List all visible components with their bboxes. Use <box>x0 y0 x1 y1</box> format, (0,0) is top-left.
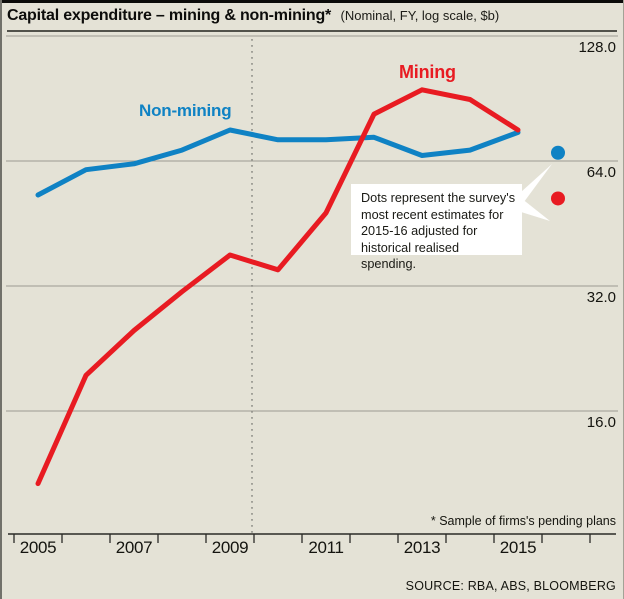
x-tick-label: 2013 <box>404 538 441 557</box>
chart-title: Capital expenditure – mining & non-minin… <box>7 7 332 24</box>
y-tick-label: 32.0 <box>587 289 616 306</box>
callout-text-line: historical realised spending. <box>361 240 460 272</box>
y-tick-label: 16.0 <box>587 414 616 431</box>
left-border <box>0 0 2 599</box>
non-mining-line <box>35 127 521 198</box>
callout-text-line: Dots represent the survey's <box>361 191 516 205</box>
y-tick-label: 128.0 <box>578 39 616 56</box>
callout-text-line: most recent estimates for <box>361 207 504 222</box>
x-tick-label: 2005 <box>20 538 57 557</box>
x-tick-label: 2007 <box>116 538 153 557</box>
mining-estimate-dot <box>551 191 565 206</box>
mining-series-label: Mining <box>399 62 456 82</box>
title-rule <box>7 30 617 32</box>
y-tick-label: 64.0 <box>587 164 616 181</box>
callout-tail <box>521 198 550 221</box>
non-mining-series-label: Non-mining <box>139 101 232 120</box>
chart-footnote: * Sample of firms's pending plans <box>430 514 616 528</box>
estimate-dots-callout: Dots represent the survey's most recent … <box>351 184 522 271</box>
callout-tail <box>521 164 552 206</box>
chart-subtitle: (Nominal, FY, log scale, $b) <box>340 8 500 23</box>
x-tick-label: 2009 <box>212 538 249 557</box>
non-mining-estimate-dot <box>551 145 565 160</box>
x-tick-label: 2011 <box>308 538 343 557</box>
callout-text-line: 2015-16 adjusted for <box>361 224 478 238</box>
source-attribution: SOURCE: RBA, ABS, BLOOMBERG <box>405 579 616 593</box>
chart-header: Capital expenditure – mining & non-minin… <box>7 7 499 25</box>
x-tick-label: 2015 <box>500 538 537 557</box>
mining-line <box>35 87 521 487</box>
top-border <box>0 0 624 3</box>
